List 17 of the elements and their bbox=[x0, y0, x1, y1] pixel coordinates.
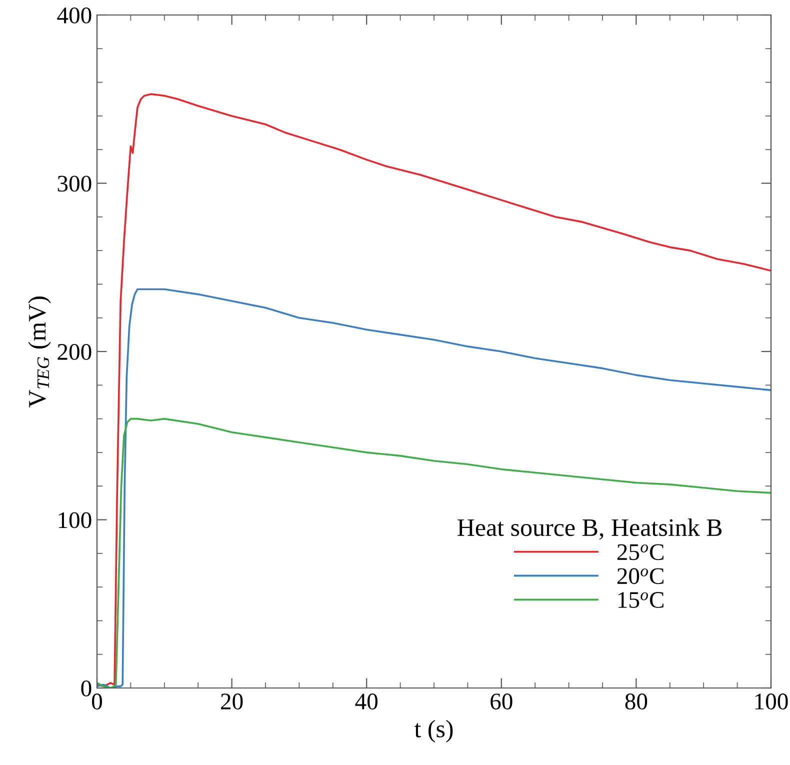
y-tick-label: 100 bbox=[58, 512, 92, 528]
legend-title: Heat source B, Heatsink B bbox=[458, 518, 722, 540]
x-tick-label: 20 bbox=[221, 694, 243, 710]
legend-label: 20$^{o}$C bbox=[617, 568, 664, 584]
x-tick-label: 80 bbox=[625, 694, 648, 710]
legend-label: 15$^{o}$C bbox=[618, 592, 664, 608]
y-tick-label: 400 bbox=[57, 7, 92, 24]
x-tick-label: 100 bbox=[755, 694, 788, 710]
x-tick-label: 60 bbox=[490, 694, 512, 710]
x-axis-title: t (s) bbox=[414, 720, 453, 742]
y-tick-label: 300 bbox=[58, 176, 92, 192]
legend-label: 25$^{o}$C bbox=[617, 544, 664, 560]
y-axis-title: V$_{TEG}$ (mV) bbox=[28, 296, 51, 408]
y-tick-label: 0 bbox=[81, 680, 92, 696]
x-tick-label: 0 bbox=[92, 694, 102, 710]
y-tick-label: 200 bbox=[58, 344, 92, 360]
x-tick-label: 40 bbox=[355, 694, 378, 710]
